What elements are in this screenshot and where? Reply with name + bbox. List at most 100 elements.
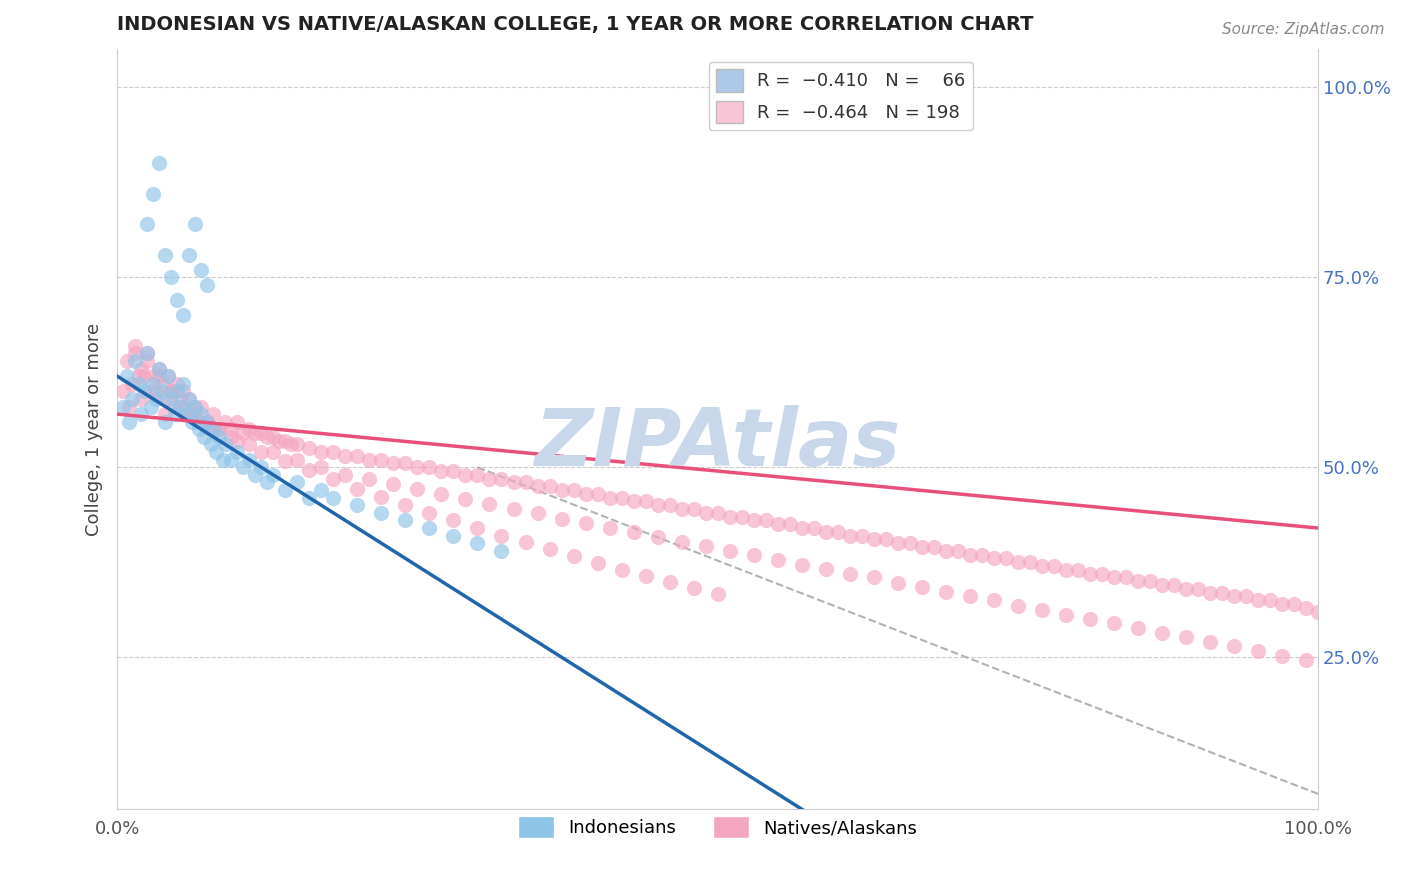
Point [1295,653,1317,667]
Text: ZIPAtlas: ZIPAtlas [534,406,901,483]
Point [298,442,321,456]
Point [1223,590,1246,604]
Point [766,517,789,532]
Point [803,521,825,535]
Point [946,544,969,558]
Point [394,498,416,512]
Point [1308,605,1330,619]
Point [179,407,201,421]
Point [262,467,284,482]
Point [418,506,440,520]
Point [706,506,728,520]
Point [467,521,489,535]
Point [256,475,278,490]
Point [180,415,202,429]
Point [838,566,860,581]
Point [478,497,501,511]
Point [256,430,278,444]
Point [370,506,392,520]
Point [184,407,207,421]
Point [406,482,429,496]
Point [179,392,201,406]
Point [382,477,405,491]
Point [148,369,170,384]
Point [671,502,693,516]
Point [148,361,170,376]
Point [922,540,945,554]
Point [418,521,440,535]
Point [145,384,167,399]
Point [1247,593,1270,607]
Point [208,422,231,436]
Point [160,392,183,406]
Point [280,437,302,451]
Point [195,415,218,429]
Point [121,376,143,391]
Point [695,539,717,553]
Point [176,407,198,421]
Point [1271,648,1294,663]
Point [139,384,162,399]
Point [202,407,225,421]
Point [658,498,681,512]
Point [232,460,254,475]
Point [454,492,477,507]
Point [526,506,548,520]
Text: Source: ZipAtlas.com: Source: ZipAtlas.com [1222,22,1385,37]
Point [156,369,179,384]
Point [1199,585,1222,599]
Point [671,534,693,549]
Point [766,553,789,567]
Point [970,548,993,562]
Point [166,293,188,307]
Point [682,581,704,595]
Point [742,548,765,562]
Point [1091,566,1114,581]
Point [202,422,225,436]
Point [142,376,165,391]
Point [142,369,165,384]
Point [219,422,242,436]
Point [136,354,159,368]
Point [212,452,235,467]
Point [959,548,981,562]
Point [502,475,524,490]
Point [1139,574,1161,589]
Point [139,400,162,414]
Point [983,593,1005,607]
Point [136,346,159,360]
Point [172,384,194,399]
Point [454,467,477,482]
Point [443,529,465,543]
Point [232,426,254,441]
Point [160,384,183,399]
Point [634,494,657,508]
Point [285,437,308,451]
Point [911,580,934,594]
Point [226,415,249,429]
Point [262,430,284,444]
Point [586,556,609,570]
Point [898,536,921,550]
Point [491,529,513,543]
Point [112,400,135,414]
Point [731,509,754,524]
Point [862,570,884,584]
Point [163,400,186,414]
Point [124,354,146,368]
Point [155,407,177,421]
Point [195,415,218,429]
Point [814,524,837,539]
Point [538,479,561,493]
Point [346,482,368,496]
Point [115,369,138,384]
Point [1031,559,1053,574]
Point [790,558,813,572]
Point [574,487,596,501]
Point [1175,582,1198,596]
Point [1078,612,1101,626]
Point [814,562,837,576]
Point [250,460,273,475]
Text: INDONESIAN VS NATIVE/ALASKAN COLLEGE, 1 YEAR OR MORE CORRELATION CHART: INDONESIAN VS NATIVE/ALASKAN COLLEGE, 1 … [117,15,1033,34]
Point [875,533,897,547]
